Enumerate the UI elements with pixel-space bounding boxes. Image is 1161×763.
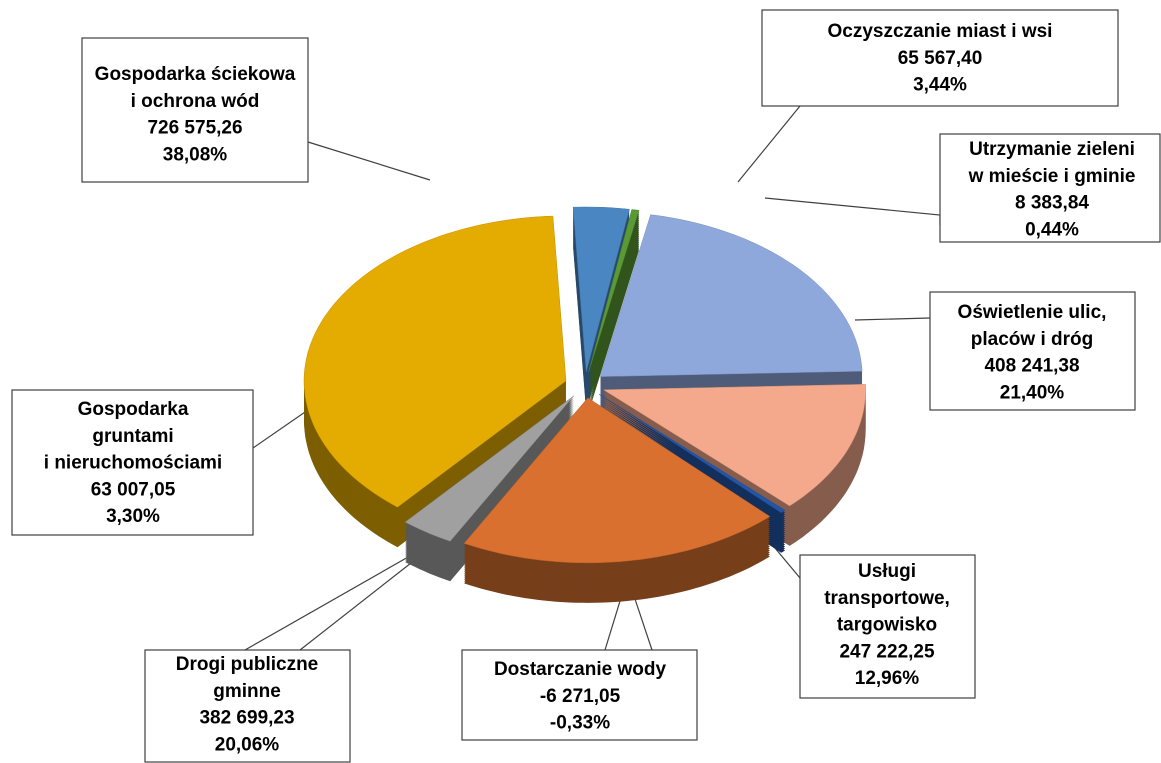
slice: [463, 397, 771, 564]
slice-side-layer: [599, 404, 786, 523]
value-label: 408 241,38: [984, 356, 1079, 377]
slice-side-layer: [588, 241, 639, 405]
leader-line: [764, 197, 941, 225]
slice-side-layer: [588, 247, 639, 411]
label-box: [11, 389, 254, 536]
value-label: 382 699,23: [199, 708, 294, 729]
labels: Oczyszczanie miast i wsi 65 567,40 3,44% Ut…: [11, 9, 1161, 763]
category-label: Gospodarka: [78, 399, 189, 420]
slice-side-layer: [588, 221, 639, 385]
category-label: Oświetlenie ulic,: [958, 302, 1107, 323]
leader-line: [854, 317, 931, 321]
percent-label: 3,30%: [106, 506, 160, 527]
percent-label: 0,44%: [1025, 219, 1079, 240]
slice-side-layer: [588, 225, 639, 389]
category-label: Gospodarka ściekowa: [95, 64, 296, 85]
leader-line: [307, 141, 431, 181]
pie: [303, 206, 866, 603]
slice-side-layer: [588, 229, 639, 393]
slice-side-layer: [588, 231, 639, 395]
category-label: transportowe,: [824, 588, 950, 609]
slice-side-layer: [588, 237, 639, 401]
percent-label: 3,44%: [913, 75, 967, 96]
slice-side-layer: [588, 213, 639, 377]
category-label: placów i dróg: [971, 329, 1093, 350]
label-box: [939, 133, 1161, 243]
category-label: gminne: [213, 681, 281, 702]
slice-side-layer: [599, 398, 786, 517]
leader-line: [252, 409, 309, 449]
category-label: Oczyszczanie miast i wsi: [828, 21, 1053, 42]
value-label: 247 222,25: [839, 641, 935, 662]
slice: [572, 206, 630, 373]
leader-line: [737, 105, 801, 183]
value-label: 8 383,84: [1015, 193, 1089, 214]
percent-label: 38,08%: [163, 144, 228, 165]
slice-side-layer: [588, 217, 639, 381]
slice: [602, 384, 866, 507]
label-box: [929, 291, 1136, 411]
value-label: 726 575,26: [147, 118, 242, 139]
slice-side-layer: [588, 223, 639, 387]
value-label: -6 271,05: [540, 686, 621, 707]
category-label: i nieruchomościami: [44, 453, 222, 474]
slice-side-layer: [599, 402, 786, 521]
category-label: w mieście i gminie: [968, 166, 1136, 187]
percent-label: -0,33%: [550, 713, 610, 734]
label-box: [761, 9, 1119, 107]
value-label: 65 567,40: [898, 48, 983, 69]
label-box: [799, 554, 976, 699]
category-label: Dostarczanie wody: [494, 659, 667, 680]
slice-side-layer: [588, 227, 639, 391]
slice: [404, 395, 574, 542]
slice-side-layer: [588, 233, 639, 397]
label-box: [461, 649, 698, 741]
slice-side: [588, 211, 639, 413]
leader-line: [299, 555, 421, 651]
value-label: 63 007,05: [91, 479, 176, 500]
category-label: Drogi publiczne: [176, 654, 319, 675]
slice-side-layer: [588, 235, 639, 399]
label-box: [144, 649, 351, 763]
category-label: Utrzymanie zieleni: [969, 139, 1135, 160]
slice: [599, 214, 863, 377]
slice-side-layer: [588, 211, 639, 375]
slice-side-layer: [588, 249, 639, 413]
slice-side-layer: [588, 215, 639, 379]
slice: [303, 215, 567, 508]
category-label: i ochrona wód: [131, 91, 260, 112]
slice-side-layer: [588, 239, 639, 403]
category-label: targowisko: [837, 615, 937, 636]
category-label: Usługi: [858, 561, 916, 582]
category-label: gruntami: [92, 426, 173, 447]
slice-side-layer: [588, 243, 639, 407]
percent-label: 21,40%: [1000, 382, 1065, 403]
slice-side-layer: [588, 245, 639, 409]
percent-label: 20,06%: [215, 734, 280, 755]
label-box: [81, 37, 309, 183]
slice-side-layer: [599, 400, 786, 519]
slice: [588, 209, 640, 373]
slice: [598, 393, 786, 514]
slice-side-layer: [588, 219, 639, 383]
percent-label: 12,96%: [855, 668, 920, 689]
